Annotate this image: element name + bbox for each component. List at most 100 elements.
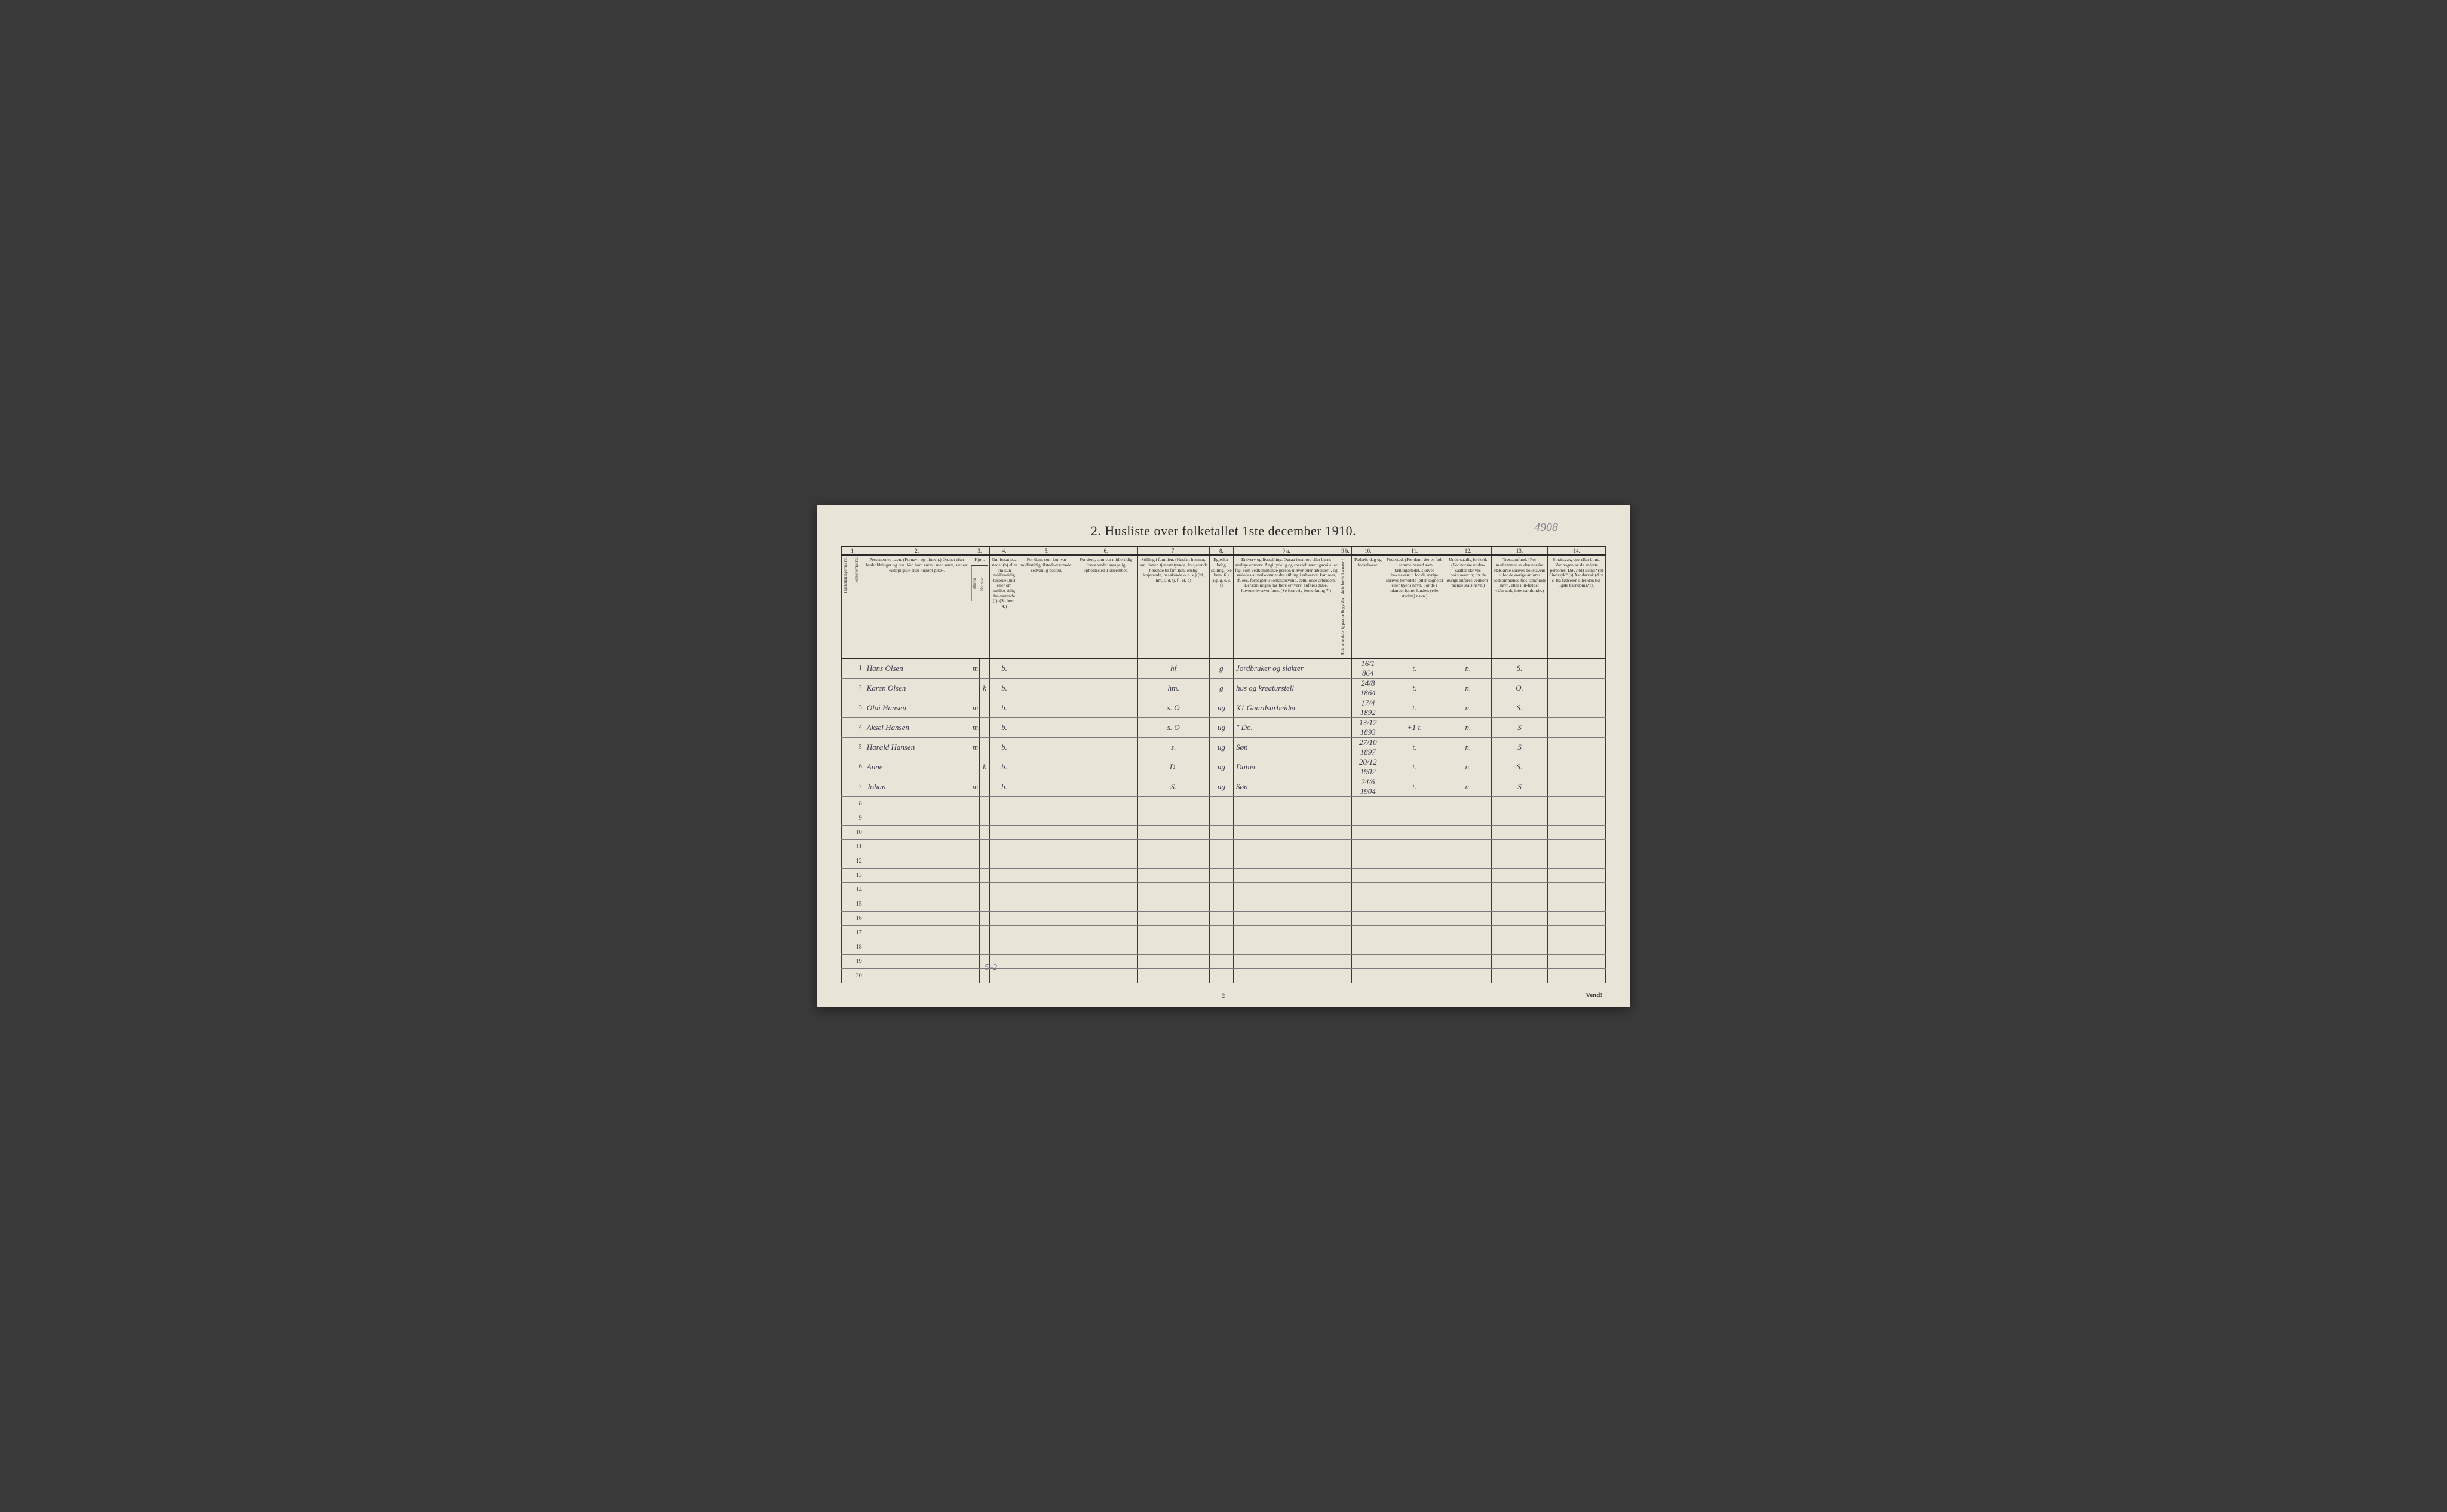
cell-empty bbox=[864, 911, 970, 925]
cell-empty bbox=[1074, 796, 1137, 811]
cell-empty bbox=[1137, 911, 1209, 925]
cell-empty bbox=[1445, 839, 1491, 854]
table-row: 14 bbox=[842, 882, 1606, 897]
cell-person-num: 19 bbox=[853, 954, 864, 968]
cell-person-num: 1 bbox=[853, 658, 864, 679]
colnum-13: 13. bbox=[1491, 547, 1547, 556]
colnum-6: 6. bbox=[1074, 547, 1137, 556]
cell-sind bbox=[1548, 717, 1606, 737]
cell-under: n. bbox=[1445, 678, 1491, 698]
cell-empty bbox=[989, 882, 1019, 897]
cell-empty bbox=[1445, 940, 1491, 954]
cell-empty bbox=[980, 854, 990, 868]
table-row: 19 bbox=[842, 954, 1606, 968]
table-row: 20 bbox=[842, 968, 1606, 983]
cell-9b bbox=[1339, 777, 1351, 796]
table-row: 16 bbox=[842, 911, 1606, 925]
cell-person-num: 3 bbox=[853, 698, 864, 717]
cell-sind bbox=[1548, 678, 1606, 698]
header-fodested: Fødested. (For dem, der er født i samme … bbox=[1384, 555, 1445, 658]
header-erhverv: Erhverv og livsstilling. Ogsaa husmors e… bbox=[1233, 555, 1339, 658]
cell-empty bbox=[1352, 839, 1384, 854]
cell-empty bbox=[1445, 854, 1491, 868]
header-sex-k: Kvinder. bbox=[980, 566, 988, 601]
cell-empty bbox=[1384, 854, 1445, 868]
cell-empty bbox=[970, 897, 980, 911]
cell-sex-m bbox=[970, 678, 980, 698]
cell-empty bbox=[970, 796, 980, 811]
cell-empty bbox=[1548, 940, 1606, 954]
header-stilling: Stilling i familien. (Husfar, husmor, sø… bbox=[1137, 555, 1209, 658]
cell-empty bbox=[1548, 811, 1606, 825]
cell-empty bbox=[989, 897, 1019, 911]
cell-empty bbox=[970, 839, 980, 854]
cell-sex-m: m. bbox=[970, 777, 980, 796]
cell-empty bbox=[1137, 796, 1209, 811]
cell-empty bbox=[1137, 825, 1209, 839]
cell-hh bbox=[842, 911, 853, 925]
header-egt: Egteska-belig stilling. (Se bem. 6.) (ug… bbox=[1209, 555, 1233, 658]
cell-empty bbox=[1233, 796, 1339, 811]
cell-9b bbox=[1339, 737, 1351, 757]
cell-empty bbox=[1445, 968, 1491, 983]
cell-empty bbox=[864, 897, 970, 911]
cell-empty bbox=[1445, 882, 1491, 897]
cell-under: n. bbox=[1445, 777, 1491, 796]
table-row: 18 bbox=[842, 940, 1606, 954]
column-number-row: 1. 2. 3. 4. 5. 6. 7. 8. 9 a. 9 b. 10. 11… bbox=[842, 547, 1606, 556]
cell-empty bbox=[1074, 868, 1137, 882]
cell-empty bbox=[1209, 796, 1233, 811]
header-fod: Fodsels-dag og fodsels-aar. bbox=[1352, 555, 1384, 658]
table-row: 4 Aksel Hansen m. b. s. O ug " Do. 13/12… bbox=[842, 717, 1606, 737]
cell-empty bbox=[1491, 854, 1547, 868]
cell-midl bbox=[1019, 658, 1074, 679]
cell-empty bbox=[1352, 954, 1384, 968]
cell-midl bbox=[1019, 737, 1074, 757]
cell-empty bbox=[1384, 839, 1445, 854]
cell-empty bbox=[1209, 954, 1233, 968]
cell-person-num: 18 bbox=[853, 940, 864, 954]
colnum-9b: 9 b. bbox=[1339, 547, 1351, 556]
cell-empty bbox=[1019, 825, 1074, 839]
cell-empty bbox=[1137, 940, 1209, 954]
cell-bosat: b. bbox=[989, 698, 1019, 717]
cell-name: Harald Hansen bbox=[864, 737, 970, 757]
cell-sind bbox=[1548, 698, 1606, 717]
cell-bosat: b. bbox=[989, 757, 1019, 777]
cell-sind bbox=[1548, 658, 1606, 679]
cell-empty bbox=[1209, 839, 1233, 854]
header-sex: Kjøn. Mænd. Kvinder. bbox=[970, 555, 989, 658]
header-9b: Hvis arbeidsledig paa tællingstiden, skr… bbox=[1339, 555, 1351, 658]
header-husholdning: Husholdningernes nr. bbox=[842, 555, 853, 658]
cell-empty bbox=[1339, 825, 1351, 839]
cell-egt: ug bbox=[1209, 757, 1233, 777]
cell-empty bbox=[1137, 854, 1209, 868]
cell-fod: 13/12 1893 bbox=[1352, 717, 1384, 737]
cell-sex-k bbox=[980, 717, 990, 737]
cell-tros: S bbox=[1491, 737, 1547, 757]
cell-empty bbox=[1352, 854, 1384, 868]
cell-person-num: 11 bbox=[853, 839, 864, 854]
cell-frav bbox=[1074, 658, 1137, 679]
cell-stilling: s. bbox=[1137, 737, 1209, 757]
cell-empty bbox=[1548, 968, 1606, 983]
table-row: 1 Hans Olsen m. b. hf g Jordbruker og sl… bbox=[842, 658, 1606, 679]
cell-empty bbox=[980, 925, 990, 940]
cell-empty bbox=[989, 854, 1019, 868]
cell-empty bbox=[1491, 825, 1547, 839]
cell-empty bbox=[1233, 854, 1339, 868]
cell-empty bbox=[1384, 925, 1445, 940]
table-row: 11 bbox=[842, 839, 1606, 854]
footer-page-number: 2 bbox=[1222, 993, 1225, 999]
cell-empty bbox=[1352, 811, 1384, 825]
cell-empty bbox=[1339, 839, 1351, 854]
header-name: Personernes navn. (Fornavn og tilnavn.) … bbox=[864, 555, 970, 658]
cell-hh bbox=[842, 796, 853, 811]
cell-erhverv: " Do. bbox=[1233, 717, 1339, 737]
cell-empty bbox=[970, 868, 980, 882]
cell-empty bbox=[1209, 825, 1233, 839]
table-row: 12 bbox=[842, 854, 1606, 868]
cell-person-num: 7 bbox=[853, 777, 864, 796]
cell-hh bbox=[842, 825, 853, 839]
cell-empty bbox=[1074, 854, 1137, 868]
